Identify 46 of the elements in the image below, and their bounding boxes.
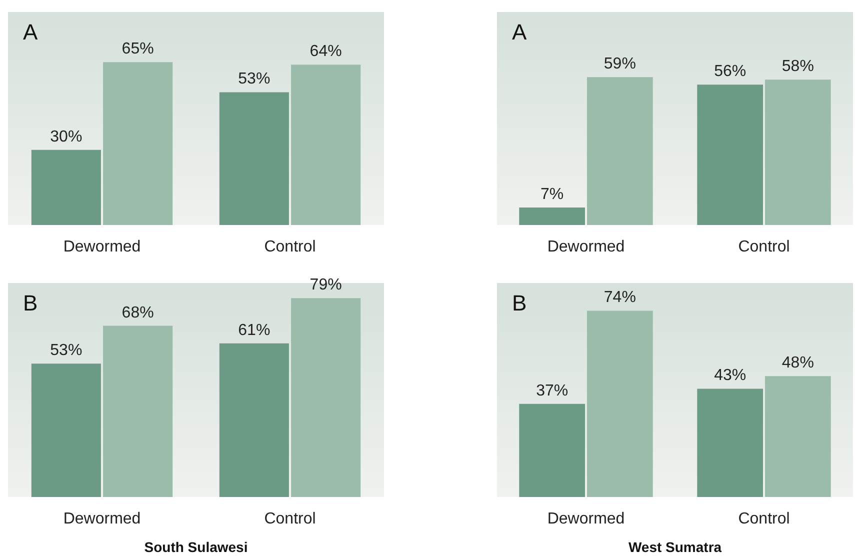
data-label: 43% [714,367,746,384]
data-label: 56% [714,63,746,80]
data-label: 64% [310,43,342,60]
x-tick-label: Dewormed [547,238,625,256]
x-axis-title: West Sumatra [628,539,722,555]
x-tick-label: Control [264,510,316,528]
data-label: 7% [540,186,564,203]
bar [219,92,289,225]
bar [291,298,361,497]
data-label: 58% [782,58,814,76]
x-tick-label: Dewormed [63,510,141,528]
data-label: 79% [310,276,342,294]
data-label: 53% [238,70,270,88]
x-tick-label: Control [738,238,790,256]
bar [764,376,831,497]
x-tick-label: Control [264,238,316,256]
bar [103,326,173,497]
x-tick-label: Dewormed [547,510,625,528]
data-label: 65% [122,40,154,58]
chart-title: A [512,20,527,44]
chart-title: B [23,290,38,316]
bar [697,388,764,497]
bar [219,343,289,497]
bar [291,64,361,225]
data-label: 59% [604,56,636,73]
data-label: 53% [50,342,82,360]
bar [519,207,586,225]
bar [697,84,764,225]
x-tick-label: Control [738,510,790,528]
data-label: 61% [238,322,270,339]
data-label: 30% [50,128,82,146]
x-tick-label: Dewormed [63,238,141,256]
data-label: 37% [536,382,568,400]
bar [103,62,173,225]
chart-title: B [512,290,527,316]
data-label: 68% [122,304,154,322]
bar [31,364,101,497]
bar [586,77,653,225]
x-axis-title: South Sulawesi [144,539,248,555]
bar [31,150,101,225]
bar [519,404,586,497]
chart-title: A [23,20,38,44]
data-label: 74% [604,289,636,306]
data-label: 48% [782,354,814,372]
bar [586,310,653,497]
bar [764,80,831,225]
